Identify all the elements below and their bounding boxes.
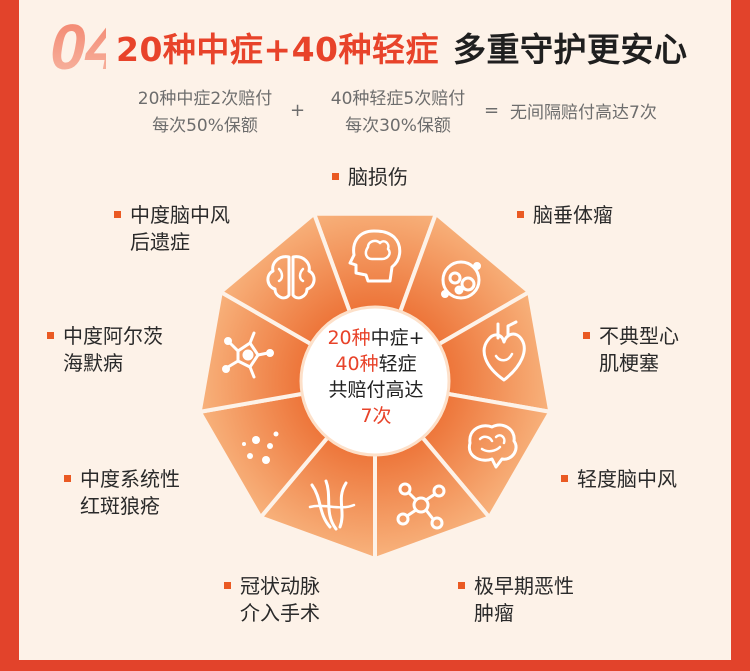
center-mild-label: 轻症 xyxy=(378,353,417,375)
condition-label-alzheimers: 中度阿尔茨 海默病 xyxy=(47,323,163,377)
condition-label-mild-stroke: 轻度脑中风 xyxy=(561,466,677,493)
formula-equals: = xyxy=(484,100,500,121)
bullet-square xyxy=(64,475,71,482)
bullet-square xyxy=(224,582,231,589)
headline-part2: 多重守护更安心 xyxy=(453,30,688,69)
brain-lobes-icon xyxy=(266,255,316,300)
bullet-square xyxy=(458,582,465,589)
condition-label-early-cancer: 极早期恶性 肿瘤 xyxy=(458,573,574,627)
condition-label-pituitary-tumor: 脑垂体瘤 xyxy=(517,202,613,229)
dots-icon xyxy=(242,431,279,464)
bullet-square xyxy=(583,332,590,339)
center-total-label: 共赔付高达 xyxy=(328,379,424,401)
formula-mild: 40种轻症5次赔付 每次30%保额 xyxy=(312,86,484,140)
head-brain-icon xyxy=(348,229,402,283)
bullet-square xyxy=(114,211,121,218)
center-summary: 20种中症+ 40种轻症 共赔付高达 7次 xyxy=(310,325,442,429)
brain-icon xyxy=(467,423,518,469)
formula-mild-line1: 40种轻症5次赔付 xyxy=(330,89,466,109)
pituitary-icon xyxy=(441,260,481,300)
molecule-icon xyxy=(396,482,446,530)
headline: 20种中症+40种轻症 多重守护更安心 xyxy=(116,22,688,72)
artery-icon xyxy=(308,479,356,531)
center-total-count: 7次 xyxy=(360,405,392,427)
condition-label-atypical-mi: 不典型心 肌梗塞 xyxy=(583,323,679,377)
center-mild-count: 40种 xyxy=(335,353,379,375)
formula-moderate-line2: 每次50%保额 xyxy=(152,116,258,136)
center-moderate-label: 中症+ xyxy=(370,327,425,349)
condition-label-stroke-sequelae: 中度脑中风 后遗症 xyxy=(114,202,230,256)
formula-plus: + xyxy=(290,100,306,121)
formula-moderate-line1: 20种中症2次赔付 xyxy=(137,89,273,109)
heart-icon xyxy=(482,320,526,382)
formula-moderate: 20种中症2次赔付 每次50%保额 xyxy=(120,86,290,140)
bullet-square xyxy=(517,211,524,218)
condition-label-brain-injury: 脑损伤 xyxy=(332,164,408,191)
condition-label-coronary-intervention: 冠状动脉 介入手术 xyxy=(224,573,320,627)
section-number-badge: 04 xyxy=(50,14,106,74)
bullet-square xyxy=(561,475,568,482)
section-number: 04 xyxy=(50,14,106,74)
bullet-square xyxy=(47,332,54,339)
center-circle xyxy=(299,305,451,457)
center-moderate-count: 20种 xyxy=(327,327,371,349)
bullet-square xyxy=(332,173,339,180)
neuron-icon xyxy=(222,331,274,379)
formula-mild-line2: 每次30%保额 xyxy=(345,116,451,136)
condition-label-sle: 中度系统性 红斑狼疮 xyxy=(64,466,180,520)
headline-part1: 20种中症+40种轻症 xyxy=(116,30,439,69)
formula-result: 无间隔赔付高达7次 xyxy=(510,103,657,123)
